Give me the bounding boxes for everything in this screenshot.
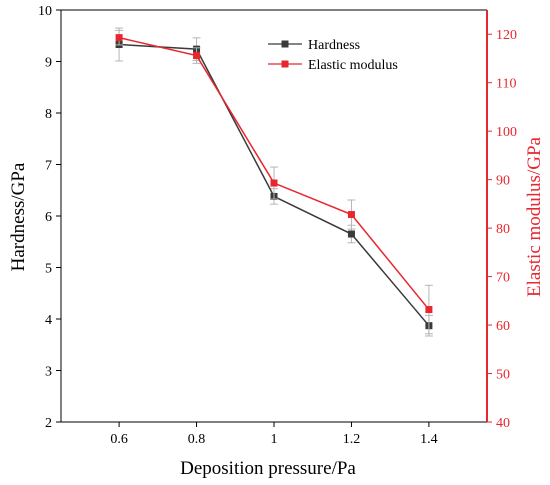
left-y-tick-label: 6 bbox=[45, 210, 52, 225]
left-y-axis-title: Hardness/GPa bbox=[8, 162, 29, 271]
left-y-tick-label: 5 bbox=[45, 262, 52, 277]
right-y-tick-label: 50 bbox=[496, 368, 510, 383]
right-y-tick-label: 120 bbox=[496, 28, 517, 43]
right-y-axis-ticks: 40 50 60 70 80 90 100 110 120 bbox=[487, 28, 517, 431]
data-point bbox=[270, 179, 278, 187]
left-y-tick-label: 10 bbox=[38, 4, 52, 19]
right-y-tick-label: 100 bbox=[496, 125, 517, 140]
data-point bbox=[347, 211, 355, 219]
legend-marker bbox=[281, 40, 289, 48]
right-y-axis-title: Elastic modulus/GPa bbox=[524, 136, 545, 296]
right-y-tick-label: 60 bbox=[496, 319, 510, 334]
plot-frame bbox=[60, 9, 488, 423]
left-y-tick-label: 8 bbox=[45, 107, 52, 122]
right-y-tick-label: 40 bbox=[496, 416, 510, 431]
left-y-axis-ticks: 2 3 4 5 6 7 8 9 10 bbox=[38, 4, 61, 431]
data-point bbox=[193, 52, 201, 60]
right-y-tick-label: 70 bbox=[496, 271, 510, 286]
right-y-tick-label: 80 bbox=[496, 222, 510, 237]
x-axis-title: Deposition pressure/Pa bbox=[180, 458, 356, 479]
data-point bbox=[425, 306, 433, 314]
x-tick-label: 1.4 bbox=[420, 432, 438, 447]
left-y-tick-label: 3 bbox=[45, 365, 52, 380]
right-y-tick-label: 90 bbox=[496, 174, 510, 189]
series-layer bbox=[115, 27, 433, 337]
left-y-tick-label: 4 bbox=[45, 313, 52, 328]
left-y-tick-label: 2 bbox=[45, 416, 52, 431]
left-y-tick-label: 7 bbox=[45, 159, 52, 174]
right-y-tick-label: 110 bbox=[496, 77, 516, 92]
legend: Hardness Elastic modulus bbox=[268, 38, 398, 73]
legend-marker bbox=[281, 60, 289, 68]
data-point bbox=[115, 34, 123, 42]
legend-label: Hardness bbox=[308, 38, 360, 53]
data-point bbox=[347, 230, 355, 238]
x-axis-ticks: 0.6 0.8 1 1.2 1.4 bbox=[110, 422, 438, 447]
legend-label: Elastic modulus bbox=[308, 58, 398, 73]
x-tick-label: 1 bbox=[271, 432, 278, 447]
x-tick-label: 0.8 bbox=[188, 432, 206, 447]
left-y-tick-label: 9 bbox=[45, 56, 52, 71]
x-tick-label: 1.2 bbox=[343, 432, 361, 447]
x-tick-label: 0.6 bbox=[110, 432, 128, 447]
series-elastic-modulus bbox=[115, 29, 433, 335]
